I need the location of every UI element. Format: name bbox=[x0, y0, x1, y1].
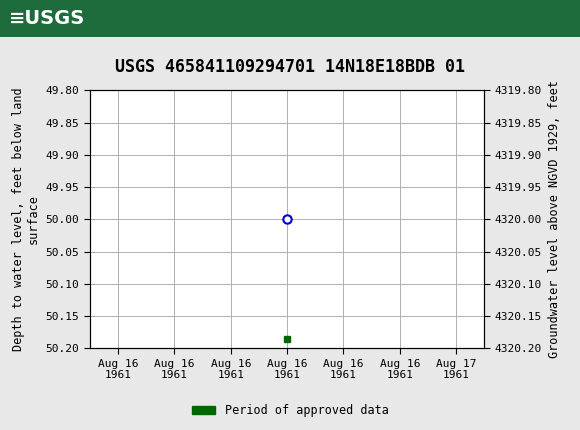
Text: ≡USGS: ≡USGS bbox=[9, 9, 85, 28]
Y-axis label: Depth to water level, feet below land
surface: Depth to water level, feet below land su… bbox=[12, 87, 40, 351]
Y-axis label: Groundwater level above NGVD 1929, feet: Groundwater level above NGVD 1929, feet bbox=[548, 80, 560, 358]
Legend: Period of approved data: Period of approved data bbox=[187, 399, 393, 422]
Text: USGS 465841109294701 14N18E18BDB 01: USGS 465841109294701 14N18E18BDB 01 bbox=[115, 58, 465, 76]
